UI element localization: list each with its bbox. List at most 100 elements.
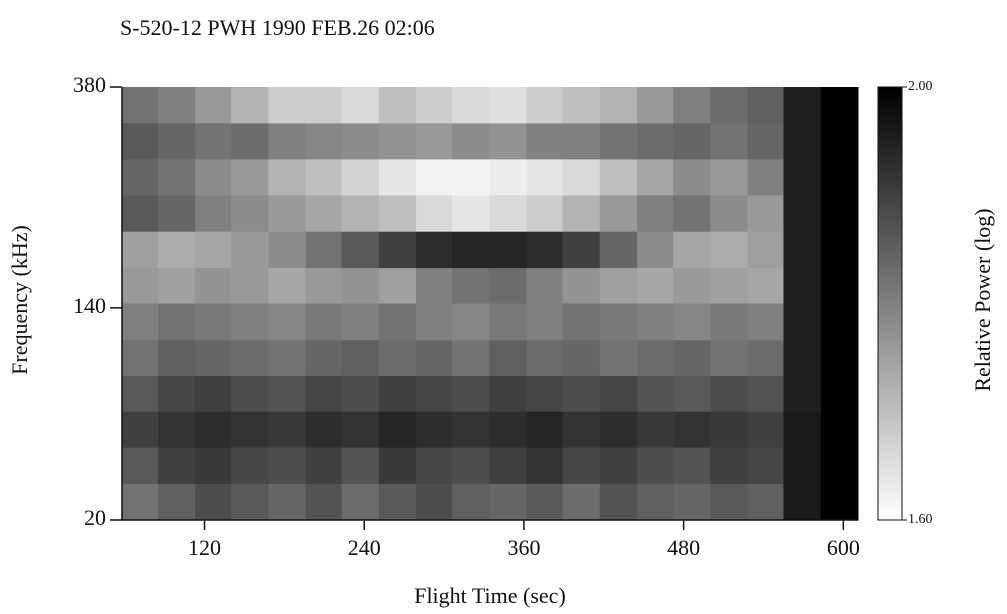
heatmap-cell <box>489 267 528 304</box>
heatmap-cell <box>195 87 232 124</box>
heatmap-cell <box>157 87 196 124</box>
heatmap-cell <box>157 483 196 521</box>
heatmap-cell <box>820 158 859 196</box>
heatmap-cell <box>489 411 528 448</box>
heatmap-cell <box>195 375 232 412</box>
heatmap-cell <box>195 447 232 484</box>
heatmap-cell <box>378 483 417 521</box>
heatmap-cell <box>305 267 343 304</box>
colorbar-label: Relative Power (log) <box>970 208 995 391</box>
heatmap-cell <box>820 447 859 484</box>
heatmap-cell <box>122 231 159 269</box>
heatmap-cell <box>562 411 601 448</box>
heatmap-cell <box>157 267 196 304</box>
heatmap-cell <box>341 267 380 304</box>
heatmap-cell <box>416 87 453 124</box>
heatmap-cell <box>378 231 417 269</box>
heatmap-cell <box>526 375 564 412</box>
heatmap-cell <box>673 303 711 341</box>
heatmap-cell <box>747 339 784 376</box>
heatmap-cell <box>637 339 674 376</box>
heatmap-cell <box>489 339 528 376</box>
heatmap-cell <box>783 375 822 412</box>
heatmap-cell <box>378 122 417 160</box>
heatmap-cell <box>268 375 307 412</box>
heatmap-cell <box>489 483 528 521</box>
heatmap-cell <box>673 339 711 376</box>
heatmap-cell <box>637 375 674 412</box>
heatmap-cell <box>268 483 307 521</box>
heatmap-cell <box>783 267 822 304</box>
heatmap-cell <box>452 231 490 269</box>
x-tick-label: 360 <box>507 535 540 560</box>
heatmap-cell <box>416 339 453 376</box>
heatmap-cell <box>268 303 307 341</box>
x-tick-label: 120 <box>188 535 221 560</box>
heatmap-cell <box>157 194 196 232</box>
colorbar <box>877 86 903 521</box>
heatmap-cell <box>562 339 601 376</box>
heatmap-cell <box>378 339 417 376</box>
heatmap-cell <box>526 447 564 484</box>
heatmap-cell <box>673 375 711 412</box>
heatmap-cell <box>122 375 159 412</box>
heatmap-cell <box>673 411 711 448</box>
x-tick-label: 600 <box>827 535 860 560</box>
y-tick-label: 20 <box>84 505 106 530</box>
heatmap-cell <box>820 411 859 448</box>
heatmap-cell <box>122 303 159 341</box>
heatmap-cell <box>747 231 784 269</box>
heatmap-cell <box>268 447 307 484</box>
y-tick-label: 140 <box>73 293 106 318</box>
heatmap-cell <box>268 87 307 124</box>
heatmap-cell <box>489 158 528 196</box>
heatmap-cell <box>305 447 343 484</box>
heatmap-cell <box>673 483 711 521</box>
heatmap-cell <box>122 158 159 196</box>
heatmap-cell <box>637 483 674 521</box>
heatmap-cell <box>231 194 269 232</box>
heatmap-cell <box>416 411 453 448</box>
heatmap-cell <box>157 122 196 160</box>
heatmap-cell <box>783 87 822 124</box>
heatmap-cell <box>673 231 711 269</box>
heatmap-cell <box>710 447 749 484</box>
heatmap-cell <box>416 122 453 160</box>
heatmap-cell <box>747 375 784 412</box>
heatmap-cell <box>452 339 490 376</box>
heatmap-cell <box>341 339 380 376</box>
heatmap-cell <box>710 267 749 304</box>
heatmap-cell <box>231 87 269 124</box>
heatmap-cell <box>341 194 380 232</box>
heatmap-cell <box>526 87 564 124</box>
heatmap-cell <box>710 339 749 376</box>
heatmap-cell <box>416 447 453 484</box>
heatmap-cell <box>416 231 453 269</box>
heatmap-cell <box>122 483 159 521</box>
chart-title: S-520-12 PWH 1990 FEB.26 02:06 <box>120 15 435 40</box>
heatmap-cell <box>820 303 859 341</box>
heatmap-cell <box>526 158 564 196</box>
heatmap-cell <box>268 158 307 196</box>
x-tick-label: 240 <box>348 535 381 560</box>
heatmap-cell <box>599 87 638 124</box>
heatmap-cell <box>783 447 822 484</box>
heatmap-cell <box>599 339 638 376</box>
heatmap-cell <box>673 122 711 160</box>
heatmap-cell <box>820 267 859 304</box>
heatmap-cell <box>489 194 528 232</box>
heatmap-cell <box>305 231 343 269</box>
heatmap-cell <box>341 303 380 341</box>
heatmap-cell <box>195 339 232 376</box>
heatmap-cell <box>341 158 380 196</box>
heatmap-cell <box>489 447 528 484</box>
heatmap-cell <box>378 194 417 232</box>
heatmap-cell <box>157 375 196 412</box>
heatmap-cell <box>673 158 711 196</box>
heatmap-cell <box>599 447 638 484</box>
heatmap-cell <box>195 158 232 196</box>
heatmap-cell <box>599 375 638 412</box>
heatmap-cell <box>268 194 307 232</box>
heatmap-cell <box>268 267 307 304</box>
heatmap-cell <box>195 122 232 160</box>
